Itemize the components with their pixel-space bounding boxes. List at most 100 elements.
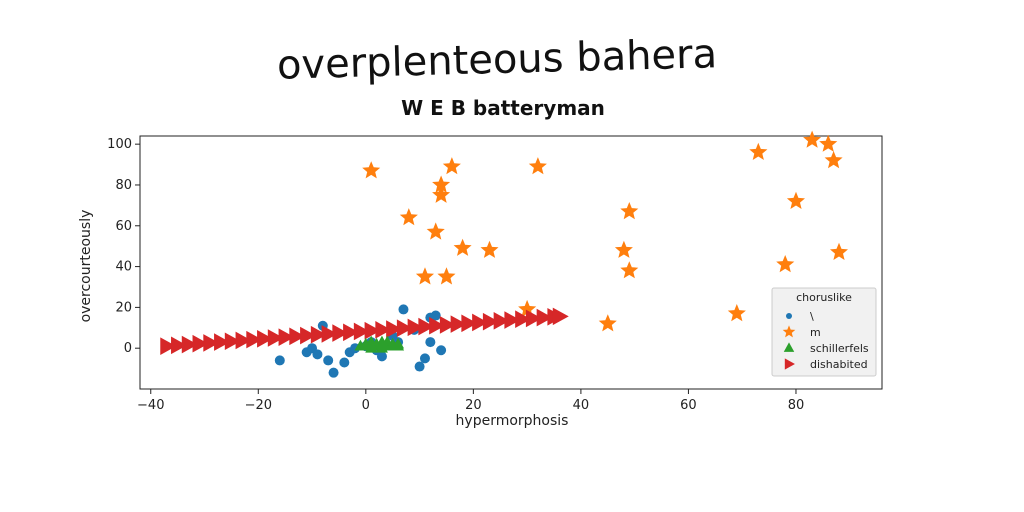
point-star xyxy=(442,157,461,175)
plot-marks xyxy=(160,130,848,378)
point-star xyxy=(727,304,746,322)
x-tick-label: 60 xyxy=(680,398,697,413)
point-triangle-right xyxy=(343,323,360,342)
point-star xyxy=(830,242,848,260)
legend-marker-circle xyxy=(786,313,792,319)
point-circle xyxy=(339,357,350,368)
y-axis-label: overcourteously xyxy=(78,210,94,323)
chart-title: overplenteous bahera xyxy=(276,31,717,89)
point-star xyxy=(437,267,456,285)
series-schillerfels-2 xyxy=(354,335,405,353)
point-triangle-right xyxy=(300,326,317,345)
x-axis-ticks: −40 −20 0 20 40 60 80 xyxy=(137,389,804,413)
point-star xyxy=(803,130,822,148)
legend-marker-triangle-up xyxy=(783,342,795,352)
point-circle xyxy=(323,355,334,366)
point-triangle-right xyxy=(171,336,187,355)
point-circle xyxy=(398,304,409,315)
point-star xyxy=(453,238,472,256)
point-triangle-right xyxy=(515,310,532,329)
y-tick-label: 80 xyxy=(115,178,132,193)
point-star xyxy=(415,267,434,285)
point-triangle-right xyxy=(181,335,198,354)
legend-entries: \ m schillerfels dishabited xyxy=(782,310,869,371)
plot-area xyxy=(139,135,883,390)
point-triangle-right xyxy=(224,332,241,351)
point-triangle-right xyxy=(386,320,403,338)
point-triangle-right xyxy=(407,318,424,337)
point-triangle-right xyxy=(429,316,446,335)
point-circle xyxy=(376,351,387,362)
legend-label: schillerfels xyxy=(810,342,869,355)
point-triangle-right xyxy=(525,309,542,328)
y-tick-label: 40 xyxy=(115,260,132,275)
point-triangle-right xyxy=(482,312,499,331)
point-star xyxy=(749,142,768,160)
y-tick-label: 100 xyxy=(107,137,132,152)
point-star xyxy=(620,202,639,220)
point-triangle-right xyxy=(418,317,435,336)
x-tick-label: 20 xyxy=(465,398,482,413)
legend-entry-schillerfels-2: schillerfels xyxy=(783,342,869,355)
point-triangle-right xyxy=(278,328,295,346)
y-tick-label: 0 xyxy=(124,341,132,356)
point-triangle-right xyxy=(552,307,569,326)
point-circle xyxy=(425,337,436,348)
y-axis-ticks: 0 20 40 60 80 100 xyxy=(107,137,140,356)
legend-label: dishabited xyxy=(810,358,868,371)
point-triangle-right xyxy=(536,308,553,327)
legend-title: choruslike xyxy=(796,291,852,304)
point-triangle-right xyxy=(289,327,306,346)
point-star xyxy=(620,261,639,279)
x-tick-label: −40 xyxy=(137,398,164,413)
x-tick-label: 40 xyxy=(573,398,590,413)
legend-marker-star xyxy=(782,325,796,338)
point-triangle-right xyxy=(160,337,177,355)
legend-entry-m-1: m xyxy=(782,325,821,339)
point-circle xyxy=(430,310,441,321)
point-star xyxy=(432,185,451,203)
point-triangle-right xyxy=(214,333,231,351)
point-circle xyxy=(419,353,430,364)
point-triangle-right xyxy=(472,313,489,332)
series-dishabited-3 xyxy=(160,307,569,355)
point-circle xyxy=(328,367,339,378)
legend-label: \ xyxy=(810,310,814,323)
point-triangle-right xyxy=(461,314,478,333)
point-star xyxy=(614,240,633,258)
point-triangle-right xyxy=(332,324,349,342)
legend-marker-triangle-right xyxy=(784,358,795,370)
point-circle xyxy=(414,361,425,372)
point-star xyxy=(432,175,451,193)
point-star xyxy=(786,191,805,209)
x-axis-label: hypermorphosis xyxy=(456,413,569,429)
point-star xyxy=(426,222,445,240)
point-star xyxy=(362,161,381,179)
legend-box xyxy=(771,287,877,377)
point-triangle-right xyxy=(310,325,327,344)
point-triangle-right xyxy=(504,311,521,329)
point-triangle-right xyxy=(493,312,510,330)
point-triangle-right xyxy=(192,334,209,353)
point-triangle-right xyxy=(235,331,252,350)
point-circle xyxy=(436,345,447,356)
series-m-1 xyxy=(362,130,848,332)
point-star xyxy=(824,151,843,169)
point-triangle-up xyxy=(375,335,388,347)
point-star xyxy=(819,134,838,152)
y-tick-label: 60 xyxy=(115,219,132,234)
legend-label: m xyxy=(810,326,821,339)
legend-entry-series-0: \ xyxy=(786,310,814,323)
point-star xyxy=(399,208,418,226)
point-triangle-right xyxy=(439,316,456,334)
x-tick-label: −20 xyxy=(245,398,272,413)
x-tick-label: 80 xyxy=(788,398,805,413)
y-tick-label: 20 xyxy=(115,300,132,315)
point-triangle-up xyxy=(365,339,378,351)
point-triangle-right xyxy=(321,325,338,343)
legend: choruslike \ m schillerfels dishabited xyxy=(771,287,877,377)
point-triangle-right xyxy=(257,330,274,348)
chart-subtitle: W E B batteryman xyxy=(401,96,605,120)
point-triangle-right xyxy=(353,322,370,341)
point-triangle-right xyxy=(375,321,392,339)
